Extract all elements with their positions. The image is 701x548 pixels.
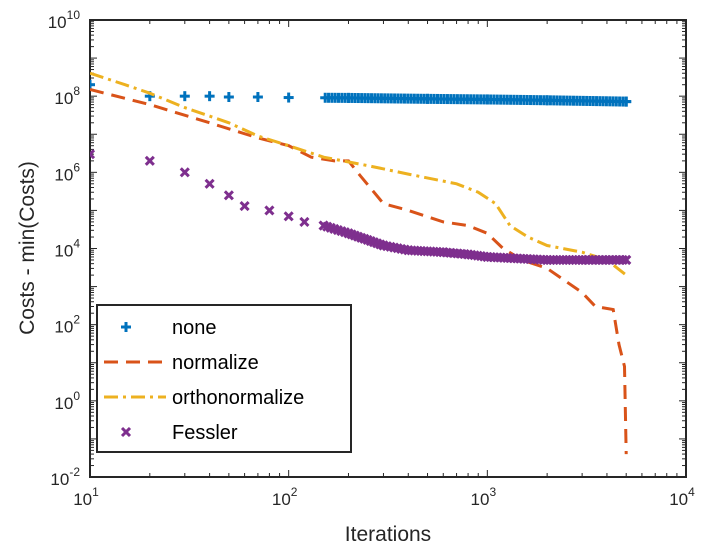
series-fessler (90, 149, 632, 266)
marker-diag2 (144, 155, 155, 166)
legend-entry-orthonormalize: orthonormalize (104, 387, 304, 409)
marker-diag2 (378, 240, 389, 251)
data-point-none (204, 91, 215, 102)
marker-diag2 (389, 242, 400, 253)
data-point-none (223, 92, 234, 103)
data-point-none (252, 92, 263, 103)
marker-diag2 (336, 226, 347, 237)
svg-text:Costs - min(Costs): Costs - min(Costs) (16, 161, 39, 335)
data-point-fessler (179, 167, 190, 178)
marker-diag2 (396, 243, 407, 254)
series-line-orthonormalize (90, 71, 628, 277)
data-point-fessler (299, 216, 310, 227)
y-tick-label: 106 (54, 160, 80, 184)
data-point-fessler (283, 211, 294, 222)
x-axis-label: Iterations (345, 523, 431, 546)
legend-entry-fessler: Fessler (120, 422, 238, 444)
marker-diag2 (204, 178, 215, 189)
data-point-fessler (204, 178, 215, 189)
marker-diag2 (120, 426, 132, 438)
y-tick-label: 10-2 (50, 465, 80, 489)
y-tick-label: 100 (54, 389, 80, 413)
y-axis-label: Costs - min(Costs) (16, 161, 39, 335)
legend: none normalize orthonormalize Fessler (96, 304, 352, 453)
series-none (90, 79, 632, 107)
marker-diag1 (90, 152, 96, 160)
data-point-fessler (223, 190, 234, 201)
marker-diag2 (318, 220, 329, 231)
x-tick-label: 102 (272, 485, 298, 509)
y-tick-label: 1010 (48, 8, 81, 32)
marker-diag2 (90, 149, 96, 157)
data-point-none (621, 96, 632, 107)
marker-diag2 (385, 241, 396, 252)
data-point-fessler (144, 155, 155, 166)
marker-diag2 (332, 224, 343, 236)
x-tick-label: 104 (669, 485, 695, 509)
data-point-fessler (264, 205, 275, 216)
data-point-none (283, 92, 294, 103)
marker-diag2 (392, 243, 403, 254)
marker-diag2 (621, 254, 632, 266)
marker-diag2 (223, 190, 234, 201)
x-tick-label: 101 (73, 485, 99, 509)
svg-text:Iterations: Iterations (345, 523, 431, 546)
marker-diag2 (381, 241, 393, 252)
data-point-fessler (90, 149, 96, 160)
legend-marker-fessler (120, 426, 132, 438)
series-line-normalize (90, 88, 628, 455)
marker-diag2 (299, 216, 310, 227)
marker-diag2 (325, 222, 336, 233)
legend-entry-normalize: normalize (104, 352, 259, 374)
data-group (90, 71, 632, 455)
marker-diag2 (239, 201, 250, 212)
series-normalize (90, 88, 628, 455)
x-tick-label: 103 (471, 485, 497, 509)
legend-entry-none: none (121, 317, 217, 339)
data-point-none (90, 79, 95, 90)
marker-diag2 (283, 211, 294, 222)
marker-diag2 (329, 223, 340, 234)
marker-diag2 (179, 167, 190, 178)
data-point-fessler (239, 201, 250, 212)
y-tick-label: 108 (54, 84, 80, 108)
y-tick-label: 102 (54, 313, 80, 337)
legend-box (96, 304, 352, 453)
marker-diag2 (264, 205, 275, 216)
legend-label-fessler: Fessler (172, 422, 238, 444)
data-point-none (179, 91, 190, 102)
marker-diag2 (322, 221, 333, 232)
series-orthonormalize (90, 71, 628, 277)
legend-label-orthonormalize: orthonormalize (172, 387, 304, 409)
data-point-fessler (621, 254, 632, 266)
legend-label-none: none (172, 317, 217, 339)
legend-marker-none (121, 322, 131, 332)
legend-label-normalize: normalize (172, 352, 259, 374)
y-tick-label: 104 (54, 237, 80, 261)
marker-diag2 (339, 227, 350, 238)
